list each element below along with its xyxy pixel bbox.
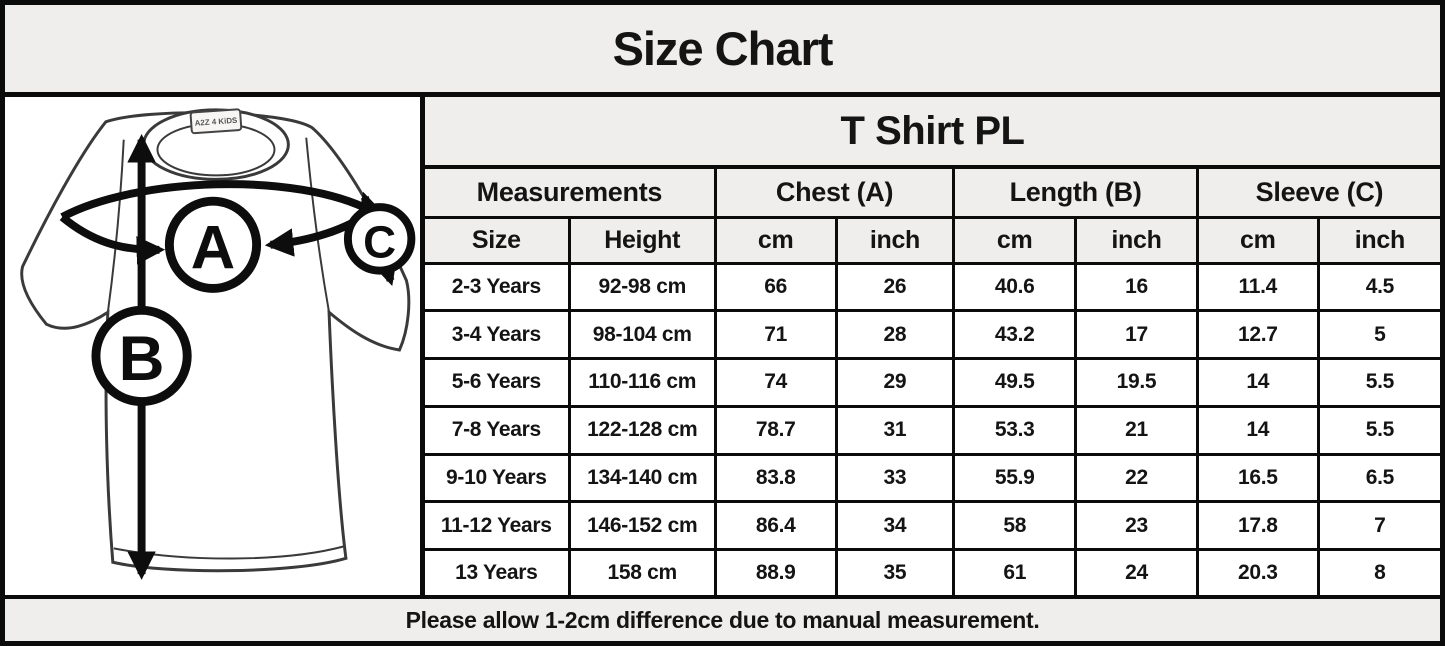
table-cell: 110-116 cm <box>567 357 717 408</box>
table-cell: 5.5 <box>1316 357 1440 408</box>
subheader-length-inch: inch <box>1074 215 1199 265</box>
table-cell: 29 <box>834 357 956 408</box>
table-row: 2-3 Years 92-98 cm 66 26 40.6 16 11.4 4.… <box>425 261 1440 313</box>
subheader-chest-inch: inch <box>834 215 956 265</box>
table-cell: 24 <box>1074 548 1199 595</box>
table-cell: 158 cm <box>567 548 717 595</box>
table-row: 9-10 Years 134-140 cm 83.8 33 55.9 22 16… <box>425 452 1440 504</box>
table-cell: 122-128 cm <box>567 404 717 456</box>
table-cell: 14 <box>1195 404 1320 456</box>
table-cell: 11.4 <box>1195 261 1320 313</box>
table-cell: 98-104 cm <box>567 309 717 361</box>
chest-badge <box>164 196 261 293</box>
table-cell: 13 Years <box>425 548 571 595</box>
table-cell: 5-6 Years <box>425 357 571 408</box>
table-row: 3-4 Years 98-104 cm 71 28 43.2 17 12.7 5 <box>425 309 1440 361</box>
table-cell: 26 <box>834 261 956 313</box>
table-cell: 146-152 cm <box>567 500 717 552</box>
measure-badges: A B C <box>90 196 415 407</box>
table-cell: 16 <box>1074 261 1199 313</box>
table-cell: 11-12 Years <box>425 500 571 552</box>
table-cell: 17.8 <box>1195 500 1320 552</box>
table-cell: 49.5 <box>952 357 1078 408</box>
table-cell: 34 <box>834 500 956 552</box>
subheader-chest-cm: cm <box>713 215 838 265</box>
subheader-sleeve-inch: inch <box>1316 215 1440 265</box>
table-cell: 21 <box>1074 404 1199 456</box>
table-cell: 53.3 <box>952 404 1078 456</box>
table-cell: 17 <box>1074 309 1199 361</box>
table-cell: 86.4 <box>713 500 838 552</box>
brand-label-text: A2Z 4 KiDS <box>194 116 237 128</box>
table-cell: 4.5 <box>1316 261 1440 313</box>
measurement-note: Please allow 1-2cm difference due to man… <box>5 595 1440 641</box>
table-cell: 134-140 cm <box>567 452 717 504</box>
size-table: T Shirt PL Measurements Chest (A) Length… <box>425 97 1440 595</box>
table-cell: 19.5 <box>1074 357 1199 408</box>
table-cell: 5 <box>1316 309 1440 361</box>
table-row: 13 Years 158 cm 88.9 35 61 24 20.3 8 <box>425 548 1440 595</box>
sleeve-badge <box>343 203 415 275</box>
table-title: T Shirt PL <box>425 97 1440 169</box>
column-header-chest: Chest (A) <box>713 165 956 219</box>
sleeve-badge-letter: C <box>363 216 396 267</box>
table-cell: 7 <box>1316 500 1440 552</box>
size-table-panel: T Shirt PL Measurements Chest (A) Length… <box>425 97 1440 595</box>
subheader-height: Height <box>567 215 717 265</box>
table-cell: 12.7 <box>1195 309 1320 361</box>
table-cell: 66 <box>713 261 838 313</box>
table-cell: 9-10 Years <box>425 452 571 504</box>
table-cell: 92-98 cm <box>567 261 717 313</box>
chest-badge-letter: A <box>190 213 234 282</box>
length-badge <box>90 305 192 407</box>
tshirt-outline <box>19 111 410 573</box>
table-row: 5-6 Years 110-116 cm 74 29 49.5 19.5 14 … <box>425 357 1440 408</box>
column-header-measurements: Measurements <box>425 165 717 219</box>
table-cell: 8 <box>1316 548 1440 595</box>
table-cell: 16.5 <box>1195 452 1320 504</box>
main-content: A2Z 4 KiDS A B <box>5 97 1440 595</box>
column-header-sleeve: Sleeve (C) <box>1195 165 1440 219</box>
table-cell: 43.2 <box>952 309 1078 361</box>
table-cell: 20.3 <box>1195 548 1320 595</box>
table-cell: 3-4 Years <box>425 309 571 361</box>
table-cell: 7-8 Years <box>425 404 571 456</box>
table-cell: 6.5 <box>1316 452 1440 504</box>
table-cell: 78.7 <box>713 404 838 456</box>
table-cell: 55.9 <box>952 452 1078 504</box>
table-cell: 74 <box>713 357 838 408</box>
table-row: 11-12 Years 146-152 cm 86.4 34 58 23 17.… <box>425 500 1440 552</box>
subheader-sleeve-cm: cm <box>1195 215 1320 265</box>
column-header-length: Length (B) <box>952 165 1199 219</box>
table-cell: 58 <box>952 500 1078 552</box>
length-badge-letter: B <box>118 324 164 394</box>
page-title: Size Chart <box>5 5 1440 97</box>
table-cell: 28 <box>834 309 956 361</box>
subheader-length-cm: cm <box>952 215 1078 265</box>
table-cell: 83.8 <box>713 452 838 504</box>
table-cell: 61 <box>952 548 1078 595</box>
table-cell: 33 <box>834 452 956 504</box>
table-cell: 22 <box>1074 452 1199 504</box>
table-cell: 40.6 <box>952 261 1078 313</box>
table-cell: 88.9 <box>713 548 838 595</box>
table-cell: 35 <box>834 548 956 595</box>
table-row: 7-8 Years 122-128 cm 78.7 31 53.3 21 14 … <box>425 404 1440 456</box>
tshirt-illustration: A2Z 4 KiDS A B <box>19 108 415 580</box>
table-cell: 23 <box>1074 500 1199 552</box>
table-cell: 71 <box>713 309 838 361</box>
subheader-size: Size <box>425 215 571 265</box>
table-cell: 31 <box>834 404 956 456</box>
table-cell: 14 <box>1195 357 1320 408</box>
table-cell: 5.5 <box>1316 404 1440 456</box>
brand-label: A2Z 4 KiDS <box>189 108 242 135</box>
tshirt-diagram-panel: A2Z 4 KiDS A B <box>5 97 425 595</box>
table-cell: 2-3 Years <box>425 261 571 313</box>
